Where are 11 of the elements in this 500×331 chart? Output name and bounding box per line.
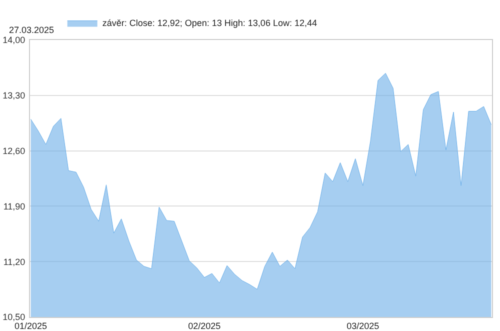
y-tick-label: 13,30	[2, 90, 26, 101]
legend-label: závěr: Close: 12,92; Open: 13 High: 13,06 Low: 12,44	[102, 18, 317, 28]
y-tick-label: 12,60	[2, 146, 26, 156]
x-tick-label: 02/2025	[188, 320, 221, 331]
y-tick-label: 11,90	[3, 201, 26, 212]
x-tick-label: 03/2025	[346, 320, 380, 331]
x-tick-label: 01/2025	[14, 320, 48, 331]
y-tick-label: 14,00	[2, 35, 26, 46]
y-tick-label: 10,50	[2, 312, 26, 322]
y-tick-label: 11,20	[3, 256, 26, 267]
text: 27.03.2025	[9, 25, 54, 35]
